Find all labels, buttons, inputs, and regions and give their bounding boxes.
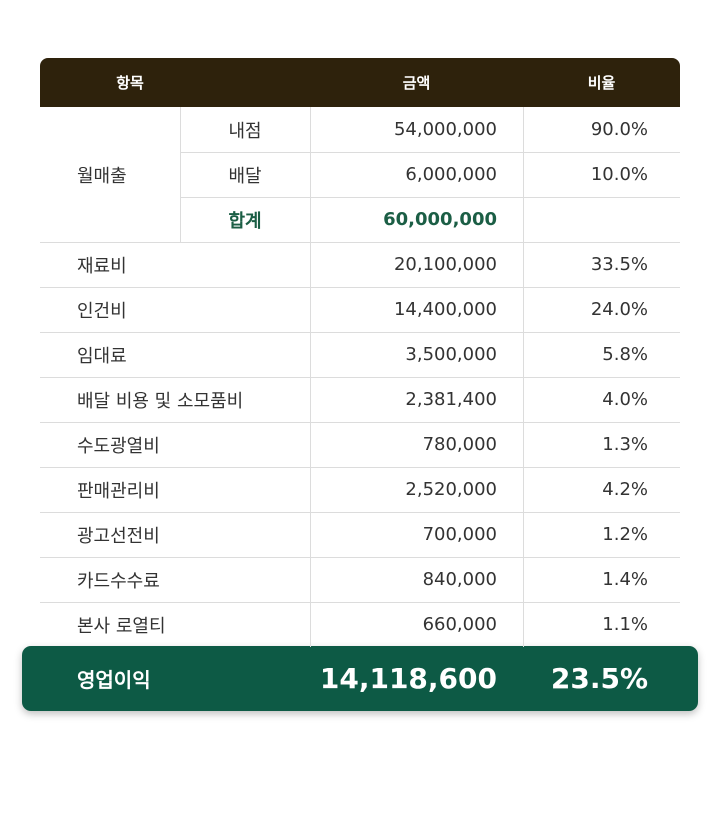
- amount: 3,500,000: [405, 344, 497, 365]
- amount: 780,000: [422, 434, 497, 455]
- table-header: [40, 58, 680, 107]
- grid-line: [40, 242, 680, 243]
- row-label: 배달 비용 및 소모품비: [77, 390, 244, 412]
- row-label: 판매관리비: [77, 480, 160, 502]
- sub-label: 내점: [228, 120, 262, 142]
- grid-line: [180, 197, 680, 198]
- grid-line: [40, 512, 680, 513]
- grid-line: [40, 332, 680, 333]
- grid-line: [40, 422, 680, 423]
- sub-label: 배달: [228, 165, 262, 187]
- ratio: 1.3%: [602, 434, 648, 455]
- ratio: 5.8%: [602, 344, 648, 365]
- profit-label: 영업이익: [77, 668, 151, 692]
- amount: 840,000: [422, 569, 497, 590]
- header-cell: 항목: [116, 74, 144, 92]
- ratio: 24.0%: [590, 299, 648, 320]
- header-cell: 비율: [587, 74, 616, 92]
- amount: 700,000: [422, 524, 497, 545]
- row-label: 광고선전비: [77, 525, 160, 547]
- amount: 20,100,000: [393, 254, 497, 275]
- ratio: 4.0%: [602, 389, 648, 410]
- grid-line: [40, 602, 680, 603]
- row-label: 본사 로열티: [77, 615, 166, 637]
- sub-label: 합계: [228, 210, 262, 232]
- row-label: 임대료: [77, 345, 127, 367]
- amount: 14,400,000: [393, 299, 497, 320]
- row-label: 카드수수료: [77, 570, 160, 592]
- amount: 2,381,400: [405, 389, 497, 410]
- grid-line: [40, 287, 680, 288]
- ratio: 1.1%: [602, 614, 648, 635]
- profit-ratio: 23.5%: [550, 662, 648, 695]
- row-label: 월매출: [77, 165, 127, 187]
- ratio: 10.0%: [590, 164, 648, 185]
- grid-line: [310, 107, 311, 647]
- grid-line: [40, 377, 680, 378]
- grid-line: [180, 152, 680, 153]
- amount: 60,000,000: [383, 209, 497, 230]
- profit-bar: [22, 646, 698, 711]
- profit-amount: 14,118,600: [319, 662, 497, 695]
- grid-line: [180, 107, 181, 242]
- header-cell: 금액: [402, 74, 431, 92]
- amount: 6,000,000: [405, 164, 497, 185]
- grid-line: [40, 557, 680, 558]
- row-label: 인건비: [77, 300, 127, 322]
- amount: 54,000,000: [393, 119, 497, 140]
- row-label: 수도광열비: [77, 435, 160, 457]
- grid-line: [523, 107, 524, 647]
- ratio: 90.0%: [590, 119, 648, 140]
- ratio: 4.2%: [602, 479, 648, 500]
- ratio: 1.2%: [602, 524, 648, 545]
- ratio: 33.5%: [590, 254, 648, 275]
- amount: 2,520,000: [405, 479, 497, 500]
- row-label: 재료비: [77, 255, 127, 277]
- amount: 660,000: [422, 614, 497, 635]
- ratio: 1.4%: [602, 569, 648, 590]
- grid-line: [40, 467, 680, 468]
